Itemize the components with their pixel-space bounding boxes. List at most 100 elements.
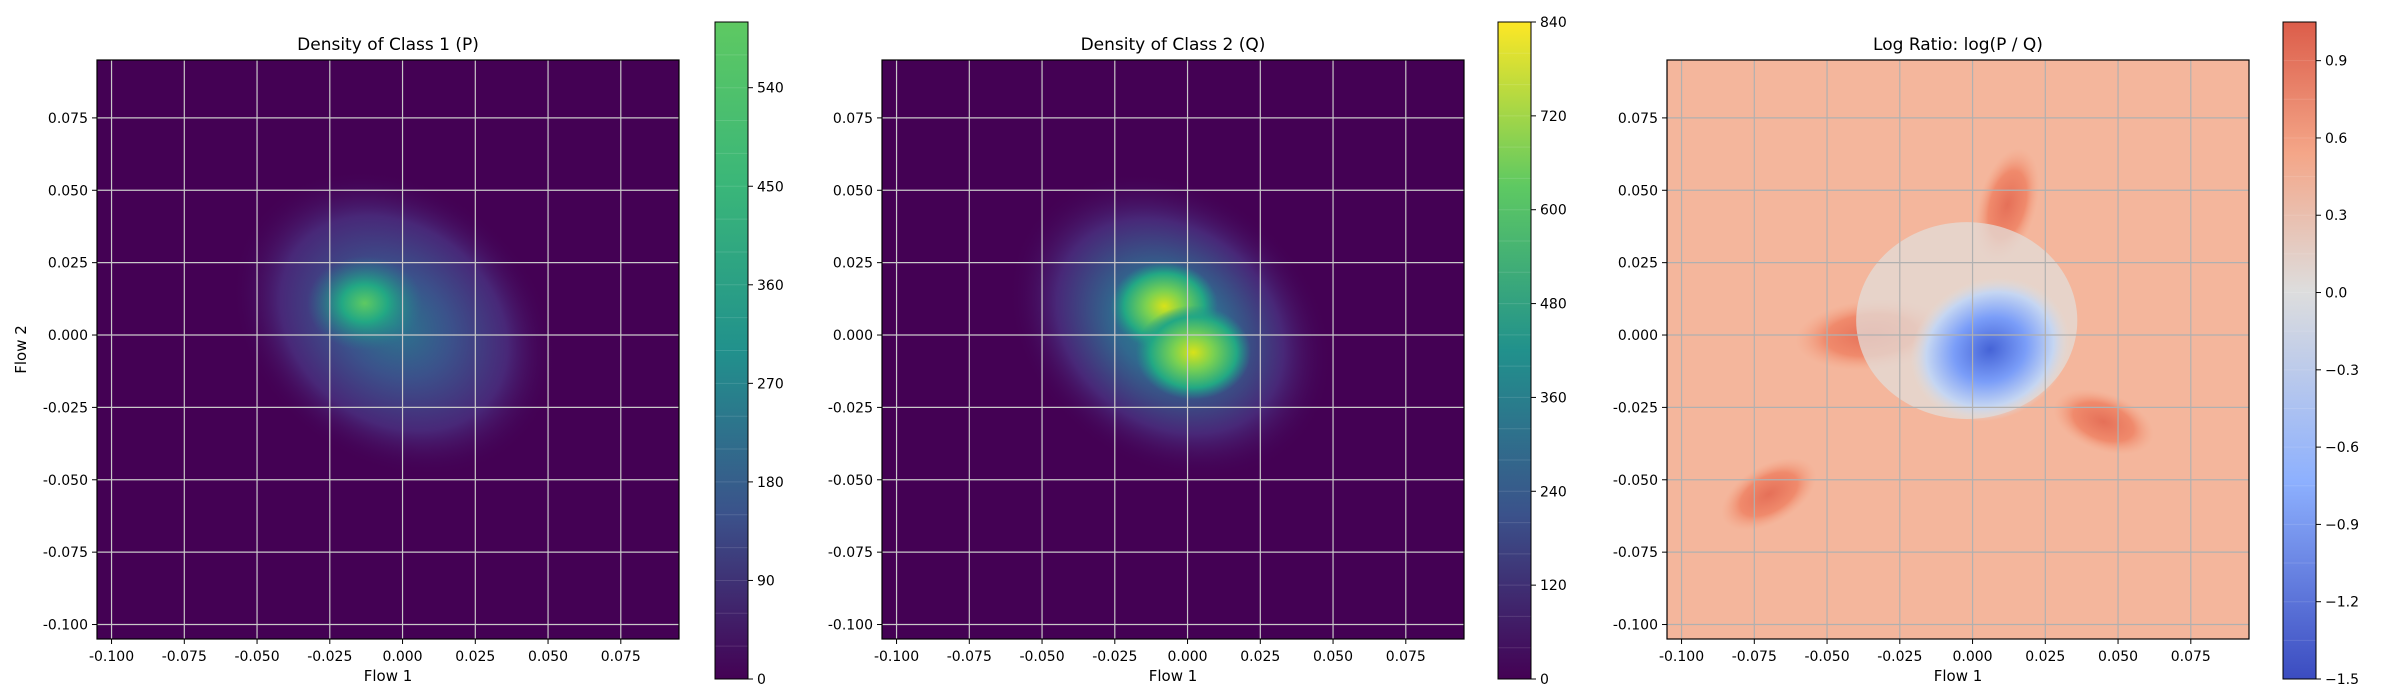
colorbar-tick-label: 270 [757, 376, 784, 392]
colorbar-frame [1497, 21, 1532, 680]
x-tick-label: 0.025 [1240, 649, 1280, 665]
colorbar: 0 120 240 360 480 600 720 840 [1497, 15, 1567, 688]
y-tick-label: -0.050 [1613, 473, 1658, 489]
y-tick-label: 0.075 [1618, 111, 1658, 127]
colorbar-tick-label: 0 [757, 672, 766, 688]
y-tick-label: 0.025 [48, 256, 88, 272]
y-tick-label: -0.025 [828, 400, 873, 416]
colorbar-tick-label: 180 [757, 475, 784, 491]
x-tick-label: 0.050 [1313, 649, 1353, 665]
x-tick-label: 0.000 [1168, 649, 1208, 665]
x-tick-label: -0.075 [1732, 649, 1777, 665]
axes-frame [881, 59, 1465, 640]
x-tick-label: 0.075 [2171, 649, 2211, 665]
panel-1: -0.100 -0.075 -0.050 -0.025 0.000 0.025 0.050 0… [12, 21, 784, 688]
y-tick-label: -0.100 [828, 618, 873, 634]
x-tick-label: 0.000 [383, 649, 423, 665]
colorbar-tick-label: 0.0 [2325, 286, 2347, 302]
colorbar-tick-label: 0.9 [2325, 54, 2347, 70]
colorbar-tick-label: 0 [1540, 672, 1549, 688]
x-tick-label: 0.075 [1386, 649, 1426, 665]
colorbar-tick-label: 600 [1540, 203, 1567, 219]
x-tick-label: -0.025 [307, 649, 352, 665]
positive-region-4 [1721, 457, 1817, 531]
x-tick-label: -0.050 [1019, 649, 1064, 665]
panel-title: Density of Class 2 (Q) [1081, 35, 1266, 55]
x-tick-label: -0.100 [89, 649, 134, 665]
y-tick-label: -0.075 [43, 545, 88, 561]
y-tick-label: -0.050 [43, 473, 88, 489]
y-tick-label: 0.000 [833, 328, 873, 344]
y-tick-label: 0.050 [1618, 183, 1658, 199]
density-peak-2 [1135, 305, 1251, 400]
x-tick-label: -0.100 [1659, 649, 1704, 665]
colorbar-tick-label: −0.9 [2325, 517, 2359, 533]
x-tick-label: -0.025 [1877, 649, 1922, 665]
negative-region [1910, 277, 2070, 422]
plot-area [882, 60, 1464, 639]
colorbar-frame [2282, 21, 2317, 680]
x-tick-label: -0.075 [162, 649, 207, 665]
y-tick-label: -0.025 [1613, 400, 1658, 416]
colorbar-tick-label: 0.3 [2325, 208, 2347, 224]
colorbar-gradient [715, 22, 748, 679]
x-tick-label: 0.050 [528, 649, 568, 665]
y-tick-label: -0.075 [828, 545, 873, 561]
axes-frame [1666, 59, 2250, 640]
x-axis-label: Flow 1 [364, 667, 413, 685]
colorbar-frame [714, 21, 749, 680]
colorbar-tick-label: −0.3 [2325, 363, 2359, 379]
x-axis-label: Flow 1 [1934, 667, 1983, 685]
x-tick-label: -0.050 [234, 649, 279, 665]
colorbar-tick-label: 0.6 [2325, 131, 2347, 147]
x-tick-label: -0.100 [874, 649, 919, 665]
x-tick-label: 0.025 [2025, 649, 2065, 665]
x-tick-label: -0.025 [1092, 649, 1137, 665]
colorbar-tick-label: 450 [757, 179, 784, 195]
plot-area [1667, 60, 2249, 639]
colorbar-tick-label: 480 [1540, 297, 1567, 313]
x-tick-label: -0.050 [1804, 649, 1849, 665]
density-peak-1 [307, 256, 423, 351]
x-tick-label: 0.000 [1953, 649, 1993, 665]
y-tick-label: 0.025 [833, 256, 873, 272]
y-axis-label: Flow 2 [12, 325, 30, 374]
x-tick-label: 0.050 [2098, 649, 2138, 665]
y-tick-label: -0.100 [1613, 618, 1658, 634]
y-tick-label: 0.025 [1618, 256, 1658, 272]
x-tick-label: -0.075 [947, 649, 992, 665]
y-tick-label: 0.000 [1618, 328, 1658, 344]
colorbar-tick-label: 90 [757, 573, 775, 589]
x-tick-label: 0.075 [601, 649, 641, 665]
colorbar-tick-label: −1.5 [2325, 672, 2359, 688]
colorbar-tick-label: −0.6 [2325, 440, 2359, 456]
x-axis-label: Flow 1 [1149, 667, 1198, 685]
colorbar: 0 90 180 270 360 450 540 [714, 21, 784, 688]
colorbar-tick-label: 120 [1540, 578, 1567, 594]
colorbar: −1.5 −1.2 −0.9 −0.6 −0.3 0.0 0.3 0.6 0.9 [2282, 21, 2359, 688]
axes-frame [96, 59, 680, 640]
panel-title: Density of Class 1 (P) [297, 35, 479, 55]
colorbar-tick-label: 720 [1540, 109, 1567, 125]
y-tick-label: 0.000 [48, 328, 88, 344]
colorbar-gradient [1498, 22, 1531, 679]
y-tick-label: 0.075 [833, 111, 873, 127]
panel-3: -0.100 -0.075 -0.050 -0.025 0.000 0.025 0.050 0… [1613, 21, 2359, 688]
colorbar-tick-label: −1.2 [2325, 595, 2359, 611]
colorbar-tick-label: 240 [1540, 484, 1567, 500]
positive-region-3 [2053, 389, 2154, 455]
y-tick-label: -0.025 [43, 400, 88, 416]
y-tick-label: 0.075 [48, 111, 88, 127]
y-tick-label: 0.050 [833, 183, 873, 199]
y-tick-label: -0.075 [1613, 545, 1658, 561]
colorbar-tick-label: 840 [1540, 15, 1567, 31]
y-tick-label: 0.050 [48, 183, 88, 199]
colorbar-tick-label: 360 [1540, 390, 1567, 406]
colorbar-gradient [2283, 22, 2316, 679]
panel-title: Log Ratio: log(P / Q) [1873, 35, 2043, 55]
y-tick-label: -0.100 [43, 618, 88, 634]
colorbar-tick-label: 360 [757, 278, 784, 294]
colorbar-tick-label: 540 [757, 81, 784, 97]
panel-2: -0.100 -0.075 -0.050 -0.025 0.000 0.025 0.050 0… [828, 15, 1567, 688]
